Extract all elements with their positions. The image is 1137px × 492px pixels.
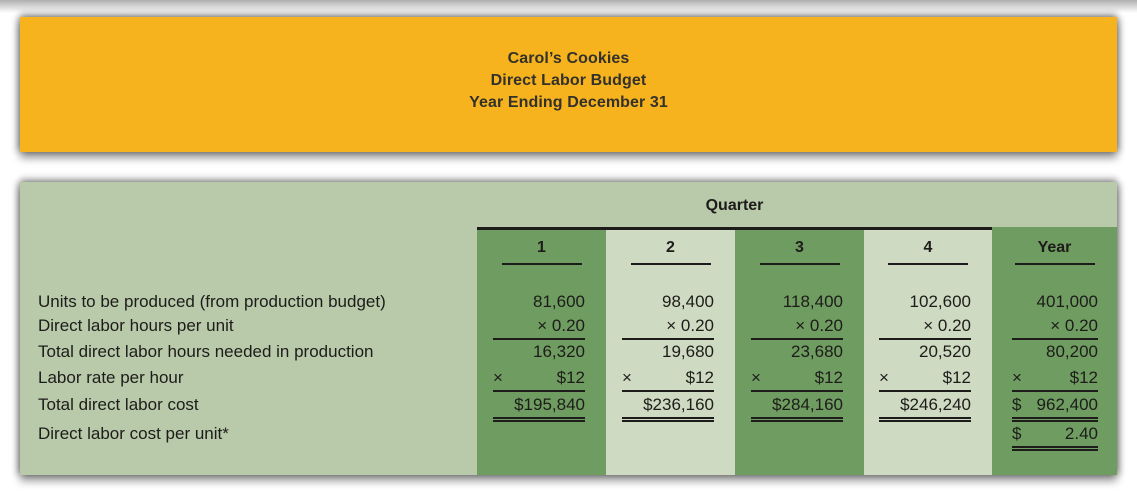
value-cell: 98,400: [662, 292, 714, 311]
table-row-cost-per-unit: Direct labor cost per unit* $2.40: [20, 422, 1117, 451]
column-stripe-year: [992, 227, 1117, 475]
empty-cell: [622, 422, 714, 446]
value-cell: 16,320: [533, 342, 585, 361]
column-header-q2: 2: [606, 237, 735, 265]
value-cell: $2.40: [1012, 422, 1098, 451]
multiply-sign: ×: [879, 368, 889, 387]
column-stripe-q3: [735, 227, 864, 475]
value-cell: × $12: [622, 366, 714, 392]
value-cell: 23,680: [791, 342, 843, 361]
multiply-sign: ×: [751, 368, 761, 387]
column-header-year: Year: [992, 237, 1117, 265]
dollar-sign: $: [1012, 424, 1022, 443]
value-cell: × 0.20: [879, 314, 971, 340]
value-cell: $284,160: [751, 393, 843, 422]
value-cell: 81,600: [533, 292, 585, 311]
value-cell: × 0.20: [493, 314, 585, 340]
empty-cell: [493, 422, 585, 446]
empty-cell: [751, 422, 843, 446]
multiply-sign: ×: [1012, 368, 1022, 387]
value-cell: $246,240: [879, 393, 971, 422]
row-label: Direct labor cost per unit*: [38, 424, 229, 443]
table-row-total-cost: Total direct labor cost $195,840 $236,16…: [20, 393, 1117, 422]
value-cell: $236,160: [622, 393, 714, 422]
column-header-q1: 1: [477, 237, 606, 265]
value-cell: 20,520: [919, 342, 971, 361]
quarter-header: Quarter: [705, 197, 764, 214]
quarter-header-rule: [477, 227, 992, 230]
value-cell: × 0.20: [1012, 314, 1098, 340]
value-cell: $195,840: [493, 393, 585, 422]
row-label: Direct labor hours per unit: [38, 316, 234, 335]
empty-cell: [879, 422, 971, 446]
report-title: Direct Labor Budget: [490, 71, 647, 89]
row-label: Units to be produced (from production bu…: [38, 292, 386, 311]
table-row-labor-rate: Labor rate per hour × $12 × $12 × $12 × $12 …: [20, 366, 1117, 392]
title-banner: Carol’s Cookies Direct Labor Budget Year…: [20, 17, 1117, 152]
multiply-sign: ×: [622, 368, 632, 387]
value-cell: × $12: [493, 366, 585, 392]
company-name: Carol’s Cookies: [507, 49, 630, 67]
value-cell: 102,600: [909, 292, 971, 311]
column-stripe-q4: [864, 227, 992, 475]
top-edge-shadow: [0, 0, 1137, 13]
report-period: Year Ending December 31: [469, 93, 668, 111]
value-cell: 19,680: [662, 342, 714, 361]
row-label: Total direct labor cost: [38, 395, 199, 414]
dollar-sign: $: [1012, 395, 1022, 414]
table-row-total-hours: Total direct labor hours needed in produ…: [20, 340, 1117, 364]
value-cell: 80,200: [1046, 342, 1098, 361]
column-header-row: 1 2 3 4 Year: [477, 237, 1117, 265]
value-cell: × $12: [879, 366, 971, 392]
column-header-q4: 4: [864, 237, 992, 265]
value-cell: × $12: [751, 366, 843, 392]
table-row-units-produced: Units to be produced (from production bu…: [20, 290, 1117, 314]
column-header-q3: 3: [735, 237, 864, 265]
table-row-hours-per-unit: Direct labor hours per unit × 0.20 × 0.2…: [20, 314, 1117, 340]
value-cell: $962,400: [1012, 393, 1098, 422]
column-stripe-q1: [477, 227, 606, 475]
direct-labor-budget-table: Quarter 1 2 3 4 Year Units to be produce…: [20, 182, 1117, 475]
value-cell: × 0.20: [751, 314, 843, 340]
value-cell: × $12: [1012, 366, 1098, 392]
value-cell: × 0.20: [622, 314, 714, 340]
row-label: Labor rate per hour: [38, 368, 184, 387]
row-label: Total direct labor hours needed in produ…: [38, 342, 374, 361]
value-cell: 118,400: [782, 292, 843, 311]
value-cell: 401,000: [1036, 292, 1098, 311]
column-stripe-q2: [606, 227, 735, 475]
multiply-sign: ×: [493, 368, 503, 387]
